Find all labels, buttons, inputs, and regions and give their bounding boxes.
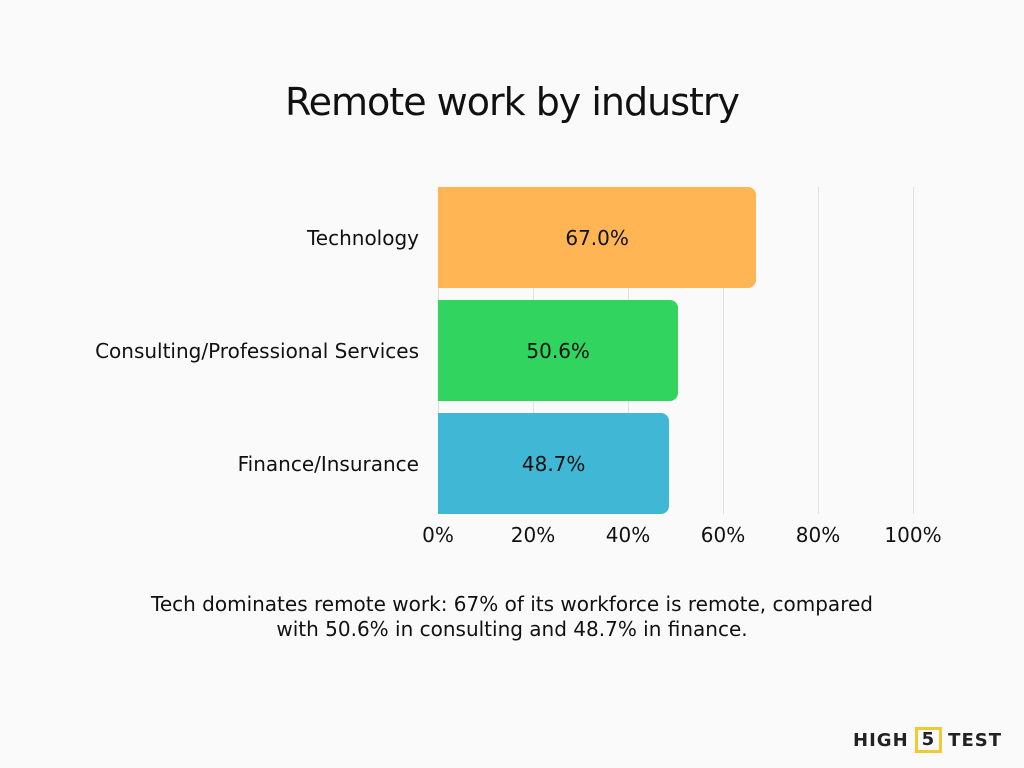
chart-title: Remote work by industry [284, 80, 740, 124]
x-tick-label: 80% [795, 523, 841, 547]
chart-caption: Tech dominates remote work: 67% of its w… [0, 592, 1024, 642]
x-tick-label: 20% [510, 523, 556, 547]
category-label: Finance/Insurance [237, 451, 419, 476]
caption-line-2: with 50.6% in consulting and 48.7% in fi… [276, 617, 748, 641]
bar-consulting-professional-services: 50.6% [438, 300, 679, 401]
x-tick-label: 100% [884, 523, 942, 547]
gridline [913, 187, 914, 514]
x-tick-label: 60% [700, 523, 746, 547]
brand-logo: HIGH 5 TEST [853, 727, 1002, 753]
category-label: Consulting/Professional Services [95, 338, 419, 363]
gridline [723, 187, 724, 514]
plot-area: 67.0% 50.6% 48.7% [438, 187, 914, 514]
brand-five: 5 [914, 727, 943, 753]
bar-finance-insurance: 48.7% [438, 413, 670, 514]
brand-right: TEST [948, 729, 1002, 751]
brand-left: HIGH [853, 729, 909, 751]
bar-technology: 67.0% [438, 187, 757, 288]
gridline [818, 187, 819, 514]
x-tick-label: 0% [422, 523, 454, 547]
category-label: Technology [306, 225, 419, 250]
x-tick-label: 40% [605, 523, 651, 547]
caption-line-1: Tech dominates remote work: 67% of its w… [151, 592, 873, 616]
